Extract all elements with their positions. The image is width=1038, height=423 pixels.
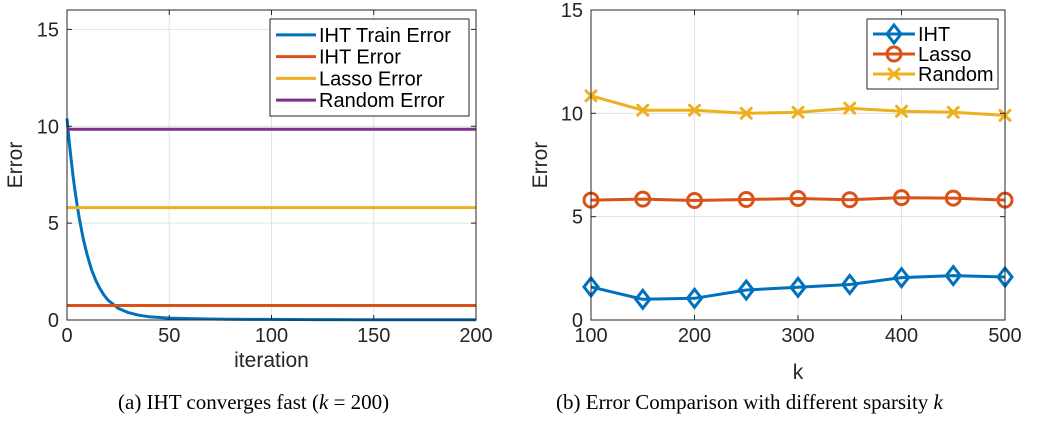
y-tick-label: 0 <box>48 310 59 332</box>
series-iht <box>582 264 1014 311</box>
y-tick-label: 10 <box>561 103 583 125</box>
data-point <box>688 103 701 117</box>
legend-marker <box>885 22 903 46</box>
legend-label: Lasso <box>918 44 971 66</box>
x-tick-label: 100 <box>255 325 288 347</box>
data-point <box>686 192 703 210</box>
series-iht-train-error <box>65 118 477 322</box>
caption-b: (b) Error Comparison with different spar… <box>556 390 943 415</box>
data-point <box>893 189 910 207</box>
legend-label: Random Error <box>319 90 445 112</box>
data-point <box>840 273 859 296</box>
chart-a-iteration: 0 50 100 150 200 0 5 10 15 iteration Error IHT Trai… <box>4 9 493 372</box>
data-point <box>946 105 960 119</box>
caption-a-suffix: = 200) <box>328 390 390 414</box>
data-point <box>944 189 962 207</box>
y-tick-label: 15 <box>561 0 583 22</box>
data-point <box>841 191 859 209</box>
legend-marker <box>887 67 901 81</box>
caption-b-prefix: (b) Error Comparison with different spar… <box>556 390 934 414</box>
caption-a: (a) IHT converges fast (k = 200) <box>118 390 389 415</box>
data-point <box>791 105 805 119</box>
x-tick-label: 0 <box>61 325 72 347</box>
data-point <box>685 286 704 310</box>
data-point <box>634 190 652 208</box>
y-axis-label: Error <box>529 142 552 189</box>
y-tick-label: 10 <box>37 116 59 138</box>
y-tick-label: 15 <box>37 19 59 41</box>
data-point <box>944 264 963 288</box>
y-tick-label: 0 <box>572 310 583 332</box>
x-tick-label: 200 <box>459 325 492 347</box>
series-line <box>590 274 1006 301</box>
x-axis-label: iteration <box>234 349 309 372</box>
data-point <box>739 106 753 120</box>
x-tick-label: 50 <box>158 325 180 347</box>
data-point <box>737 278 756 302</box>
chart-b-sparsity: 100 200 300 400 500 0 5 10 15 k Error IHTLassoRando… <box>529 0 1022 384</box>
y-axis-label: Error <box>4 142 27 189</box>
y-tick-label: 5 <box>572 207 583 229</box>
data-point <box>633 287 652 311</box>
legend-label: IHT Error <box>319 47 401 69</box>
x-tick-label: 100 <box>574 325 607 347</box>
data-point <box>636 103 650 117</box>
data-point <box>789 275 807 299</box>
caption-a-prefix: (a) IHT converges fast ( <box>118 390 319 414</box>
series-line <box>590 196 1006 202</box>
legend-label: IHT Train Error <box>319 25 451 47</box>
legend-marker <box>885 45 903 63</box>
legend-label: Random <box>918 64 994 86</box>
series-line <box>65 118 477 322</box>
x-tick-label: 200 <box>678 325 711 347</box>
data-point <box>789 189 807 207</box>
caption-a-math: k <box>318 390 329 414</box>
data-point <box>892 266 911 290</box>
x-tick-label: 400 <box>885 325 918 347</box>
x-tick-label: 500 <box>988 325 1021 347</box>
caption-b-math: k <box>933 390 943 414</box>
data-point <box>737 191 755 209</box>
legend-label: IHT <box>918 24 950 46</box>
x-axis-label: k <box>793 361 804 384</box>
data-point <box>895 104 908 118</box>
legend-label: Lasso Error <box>319 68 423 90</box>
series-random <box>584 89 1012 122</box>
data-point <box>843 101 857 115</box>
x-tick-label: 150 <box>357 325 390 347</box>
y-tick-label: 5 <box>48 213 59 235</box>
x-tick-label: 300 <box>781 325 814 347</box>
